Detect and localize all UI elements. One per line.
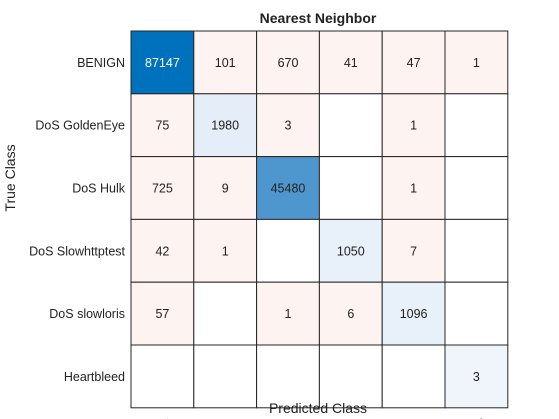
cell-value-label: 3 (473, 370, 480, 384)
matrix-cell (381, 281, 446, 346)
chart-title: Nearest Neighbor (260, 10, 377, 26)
cell-value-label: 725 (152, 182, 173, 196)
cell-value-label: 6 (347, 307, 354, 321)
matrix-cell (318, 93, 383, 158)
cell-value-label: 670 (278, 56, 299, 70)
matrix-cell (193, 30, 258, 95)
matrix-cell (381, 344, 446, 409)
matrix-cell (256, 281, 320, 346)
matrix-cell (318, 156, 383, 220)
matrix-cell (444, 93, 509, 158)
cell-value-label: 75 (155, 119, 169, 133)
matrix-cell (256, 30, 320, 95)
cell-value-label: 1096 (400, 307, 428, 321)
cell-value-label: 1 (410, 182, 417, 196)
cell-value-label: 9 (222, 182, 229, 196)
row-tick-labels: BENIGN DoS GoldenEye DoS Hulk DoS Slowhttpt… (29, 56, 126, 384)
matrix-cell (318, 344, 383, 409)
matrix-cell (193, 156, 258, 220)
cell-value-label: 41 (344, 56, 358, 70)
cell-value-label: 7 (410, 244, 417, 258)
matrix-cell (444, 156, 509, 220)
matrix-cell (444, 218, 509, 283)
matrix-cell (318, 218, 383, 283)
matrix-cell (444, 344, 509, 409)
cell-value-label: 42 (155, 244, 169, 258)
cell-value-label: 3 (285, 119, 292, 133)
matrix-cell (381, 93, 446, 158)
matrix-cell (444, 30, 509, 95)
cell-value-label: 1980 (211, 119, 239, 133)
row-tick-label: DoS slowloris (49, 307, 125, 321)
matrix-cell (256, 344, 320, 409)
row-tick-label: DoS Slowhttptest (29, 244, 125, 258)
matrix-cell (193, 218, 258, 283)
matrix-cell (318, 281, 383, 346)
matrix-cell (130, 30, 195, 95)
cell-value-label: 47 (407, 56, 421, 70)
cell-value-label: 57 (155, 307, 169, 321)
row-tick-label: BENIGN (77, 56, 125, 70)
matrix-cell (381, 218, 446, 283)
matrix-cell (318, 30, 383, 95)
matrix-cell (193, 93, 258, 158)
matrix-cell (256, 218, 320, 283)
row-tick-label: DoS GoldenEye (35, 119, 125, 133)
x-axis-label: Predicted Class (269, 400, 367, 416)
cell-value-label: 101 (215, 56, 236, 70)
row-tick-label: Heartbleed (64, 370, 125, 384)
row-tick-label: DoS Hulk (72, 182, 126, 196)
cell-value-label: 1 (222, 244, 229, 258)
cell-value-label: 45480 (271, 182, 306, 196)
matrix-cell (193, 281, 258, 346)
y-axis-label: True Class (2, 144, 18, 211)
matrix-cell (381, 156, 446, 220)
cell-value-label: 1050 (337, 244, 365, 258)
matrix-cell (444, 281, 509, 346)
matrix-cells: 87147 101 670 41 47 1 75 1980 3 1 725 9 45480 1 42 1 105… (130, 30, 509, 409)
cell-value-label: 1 (285, 307, 292, 321)
cell-value-label: 1 (410, 119, 417, 133)
matrix-cell (130, 344, 195, 409)
cell-value-label: 87147 (145, 56, 180, 70)
cell-value-label: 1 (473, 56, 480, 70)
matrix-cell (130, 281, 195, 346)
matrix-cell (193, 344, 258, 409)
